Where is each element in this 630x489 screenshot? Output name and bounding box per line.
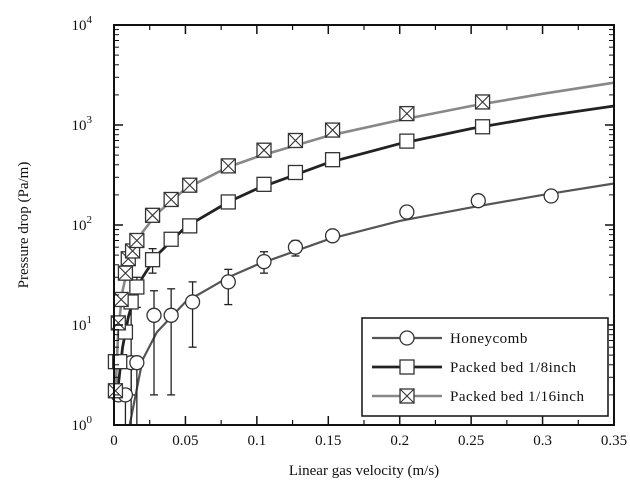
legend: Honeycomb Packed bed 1/8inch Packed bed 1/…	[361, 317, 609, 417]
data-point-circle	[399, 204, 415, 220]
legend-marker	[399, 359, 415, 375]
data-point-square	[287, 164, 304, 181]
y-tick-label: 103	[72, 114, 93, 134]
marker-cross-b	[145, 207, 160, 223]
legend-label: Packed bed 1/8inch	[450, 360, 576, 376]
data-point-square	[324, 152, 341, 168]
marker-cross-b	[256, 142, 272, 158]
data-point-square	[474, 119, 491, 135]
legend-label: Packed bed 1/16inch	[450, 389, 584, 405]
marker-cross-b	[399, 388, 415, 404]
marker-cross-b	[108, 383, 123, 399]
data-point-crossed-square	[144, 207, 161, 223]
data-point-circle	[184, 294, 201, 310]
legend-label: Honeycomb	[450, 331, 528, 347]
x-axis-label: Linear gas velocity (m/s)	[289, 463, 439, 479]
x-tick-label: 0.15	[315, 433, 341, 449]
data-point-circle	[129, 355, 145, 371]
data-point-circle	[324, 228, 341, 244]
marker-cross-b	[129, 233, 145, 248]
marker-cross-b	[118, 265, 133, 281]
data-point-circle	[220, 274, 236, 290]
fit-curve-square	[116, 104, 615, 386]
data-point-circle	[543, 188, 559, 204]
marker-cross-b	[399, 106, 415, 121]
data-point-crossed-square	[220, 158, 236, 174]
data-point-crossed-square	[117, 265, 134, 281]
x-tick-label: 0.05	[172, 433, 198, 449]
fit-curve-circle	[128, 182, 615, 426]
legend-marker	[399, 330, 415, 346]
data-point-circle	[146, 307, 162, 323]
data-point-circle	[287, 239, 304, 255]
data-point-crossed-square	[256, 142, 272, 158]
marker-cross-b	[325, 122, 340, 138]
x-tick-label: 0.35	[601, 433, 627, 449]
data-point-square	[182, 218, 198, 234]
data-point-crossed-square	[474, 94, 491, 110]
data-point-crossed-square	[399, 105, 415, 122]
data-point-circle	[256, 254, 272, 270]
data-point-crossed-square	[324, 122, 341, 138]
marker-cross-b	[288, 133, 303, 148]
y-tick-label: 102	[72, 214, 93, 234]
data-point-crossed-square	[107, 383, 124, 399]
x-tick-label: 0	[110, 433, 118, 449]
data-point-circle	[470, 193, 486, 209]
data-point-square	[129, 279, 145, 295]
data-point-circle	[163, 307, 179, 323]
data-point-square	[399, 133, 415, 149]
data-point-square	[220, 194, 236, 210]
marker-cross-b	[220, 158, 236, 174]
data-point-square	[144, 252, 161, 268]
data-point-square	[256, 176, 272, 192]
marker-cross-b	[113, 292, 129, 307]
marker-cross-b	[182, 177, 198, 193]
data-point-crossed-square	[287, 132, 304, 149]
x-tick-label: 0.1	[247, 433, 266, 449]
data-point-crossed-square	[182, 177, 198, 193]
x-tick-label: 0.2	[390, 433, 409, 449]
data-point-crossed-square	[163, 191, 179, 208]
y-tick-label: 100	[72, 414, 93, 434]
x-tick-label: 0.3	[533, 433, 552, 449]
data-point-crossed-square	[129, 232, 145, 249]
data-point-square	[163, 231, 179, 247]
marker-cross-b	[163, 192, 179, 207]
y-axis-label: Pressure drop (Pa/m)	[16, 162, 32, 289]
y-tick-label: 101	[72, 314, 93, 334]
legend-marker	[399, 388, 415, 404]
y-tick-label: 104	[72, 14, 93, 34]
marker-cross-b	[475, 94, 490, 110]
x-tick-label: 0.25	[458, 433, 484, 449]
